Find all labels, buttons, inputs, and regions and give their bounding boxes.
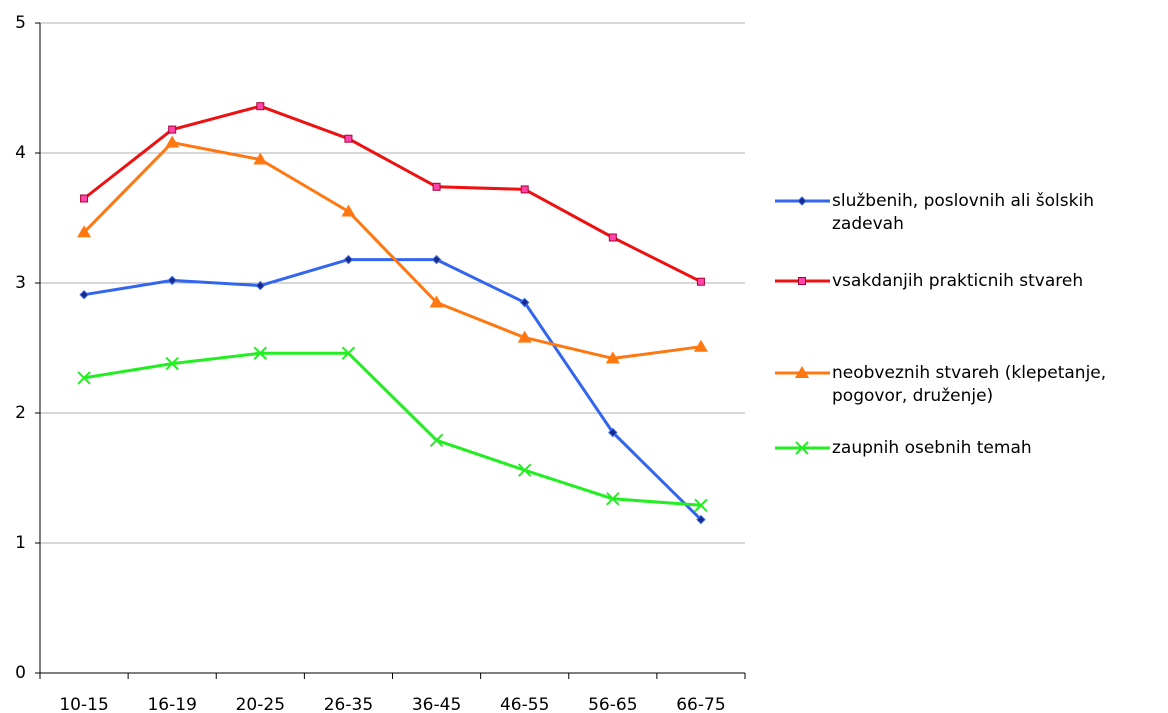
marker	[77, 225, 92, 238]
x-tick-label: 20-25	[236, 695, 285, 713]
marker	[341, 204, 356, 217]
marker	[795, 366, 809, 378]
series-line	[83, 351, 702, 507]
x-tick-label: 16-19	[147, 695, 196, 713]
marker	[517, 330, 532, 343]
x-tick-label: 56-65	[588, 695, 637, 713]
marker	[168, 125, 177, 134]
legend-label: službenih, poslovnih ali šolskih zadevah	[832, 191, 1094, 234]
x-tick-label: 36-45	[412, 695, 461, 713]
marker	[341, 346, 356, 360]
marker	[343, 254, 354, 265]
y-tick-label: 3	[15, 273, 26, 293]
marker	[165, 135, 180, 148]
marker	[693, 339, 708, 352]
marker	[696, 277, 705, 286]
marker	[431, 254, 442, 265]
x-tick-label: 26-35	[324, 695, 373, 713]
marker	[608, 233, 617, 242]
marker	[429, 433, 444, 448]
marker	[519, 297, 530, 308]
marker	[167, 275, 177, 286]
series-line	[83, 258, 702, 521]
y-tick-label: 0	[15, 663, 26, 683]
marker	[694, 498, 708, 513]
x-tick-label: 66-75	[676, 695, 725, 713]
marker	[696, 514, 706, 525]
marker	[605, 351, 620, 364]
legend-label: zaupnih osebnih temah	[832, 438, 1032, 458]
marker	[77, 371, 91, 385]
marker	[429, 295, 444, 308]
marker	[608, 427, 618, 438]
x-tick-label: 46-55	[500, 695, 549, 713]
marker	[798, 277, 806, 285]
legend-label: vsakdanjih prakticnih stvareh	[832, 271, 1084, 291]
marker	[165, 356, 179, 371]
legend-label: neobveznih stvareh (klepetanje, pogovor,…	[832, 363, 1107, 406]
marker	[344, 134, 353, 143]
marker	[517, 463, 532, 477]
marker	[795, 441, 809, 455]
marker	[520, 185, 529, 194]
marker	[797, 196, 807, 206]
y-tick-label: 5	[15, 13, 26, 33]
marker	[80, 194, 89, 203]
y-tick-label: 1	[15, 533, 26, 553]
marker	[79, 289, 89, 300]
x-tick-label: 10-15	[59, 695, 108, 713]
marker	[256, 102, 265, 111]
y-tick-label: 2	[15, 403, 26, 423]
marker	[606, 492, 620, 506]
marker	[255, 280, 266, 291]
y-tick-label: 4	[15, 143, 26, 163]
marker	[253, 346, 268, 360]
series-line	[83, 104, 702, 284]
marker	[432, 182, 441, 191]
series-line	[82, 141, 702, 360]
marker	[253, 152, 268, 165]
